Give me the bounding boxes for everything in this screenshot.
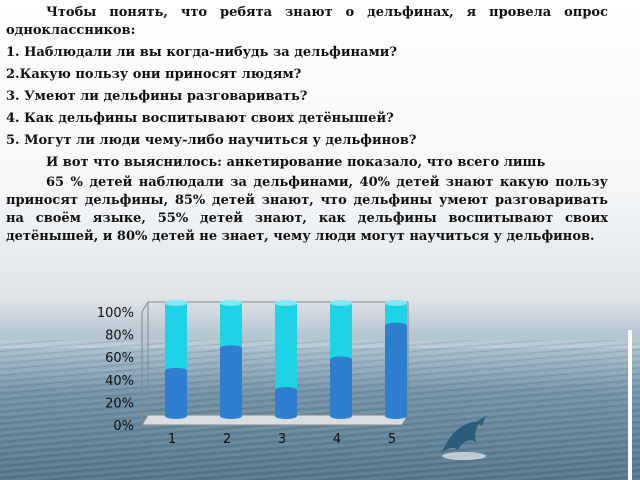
bar-split	[220, 345, 242, 352]
bar-cap	[220, 300, 242, 306]
bar-cap	[330, 300, 352, 306]
bar-split	[330, 356, 352, 363]
y-tick-label: 0%	[113, 419, 134, 434]
y-tick-label: 60%	[105, 351, 134, 366]
bar-cap	[275, 300, 297, 306]
bar-lower	[385, 325, 407, 416]
question-3: 3. Умеют ли дельфины разговаривать?	[6, 89, 308, 104]
bar-base	[330, 413, 352, 419]
chart-labels: 0% 20% 40% 60% 80% 100% 1 2 3 4 5	[97, 306, 396, 447]
bar-base	[275, 413, 297, 419]
bar-cap	[385, 300, 407, 306]
y-axis-top-edge	[141, 301, 149, 313]
bar-split	[275, 387, 297, 394]
question-1: 1. Наблюдали ли вы когда-нибудь за дельф…	[6, 45, 398, 60]
bar-split	[165, 367, 187, 374]
bar-base	[165, 413, 187, 419]
bar-upper	[275, 303, 297, 391]
bar-upper	[220, 303, 242, 349]
text-block: Чтобы понять, что ребята знают о дельфин…	[6, 4, 608, 246]
chart-bars	[165, 300, 407, 419]
horizon	[0, 330, 640, 348]
y-tick-label: 80%	[105, 329, 134, 344]
finding-intro-text: И вот что выяснилось: анкетирование пока…	[46, 155, 546, 170]
bar-cap	[165, 300, 187, 306]
bar-lower	[330, 359, 352, 416]
bar-upper	[330, 303, 352, 360]
bar-lower	[275, 390, 297, 416]
bar-split	[385, 322, 407, 329]
dolphin-icon	[442, 416, 486, 460]
x-tick-label: 5	[388, 432, 396, 447]
bar-lower	[165, 370, 187, 416]
x-tick-label: 1	[168, 432, 176, 447]
bar-lower	[220, 348, 242, 416]
x-tick-label: 3	[278, 432, 286, 447]
y-tick-label: 40%	[105, 374, 134, 389]
question-4: 4. Как дельфины воспитывают своих детёны…	[6, 111, 394, 126]
slide-frame-edge	[628, 330, 632, 480]
finding-text: 65 % детей наблюдали за дельфинами, 40% …	[6, 175, 608, 244]
question-2: 2.Какую пользу они приносят людям?	[6, 67, 302, 82]
intro-text: Чтобы понять, что ребята знают о дельфин…	[6, 5, 608, 38]
bar-base	[385, 413, 407, 419]
x-tick-label: 2	[223, 432, 231, 447]
sea-background	[0, 340, 640, 480]
y-tick-label: 100%	[97, 306, 134, 321]
bar-upper	[385, 303, 407, 326]
bar-base	[220, 413, 242, 419]
bar-upper	[165, 303, 187, 371]
x-tick-label: 4	[333, 432, 341, 447]
y-tick-label: 20%	[105, 396, 134, 411]
question-5: 5. Могут ли люди чему-либо научиться у д…	[6, 133, 417, 148]
